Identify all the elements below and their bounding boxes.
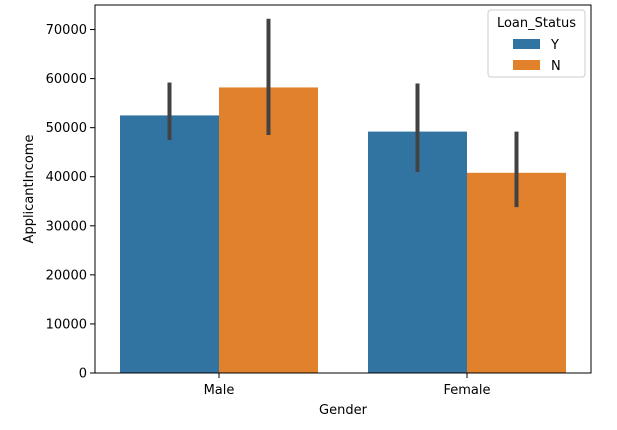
bar-male-y	[120, 115, 219, 374]
y-tick-label: 30000	[46, 219, 87, 234]
y-axis-label: ApplicantIncome	[22, 135, 37, 244]
y-tick-label: 0	[79, 367, 87, 382]
legend-swatch-y	[513, 39, 540, 49]
y-tick-label: 50000	[46, 121, 87, 136]
y-axis-ticks: 0 10000 20000 30000 40000 50000 60000 70000	[46, 23, 95, 382]
y-tick-label: 60000	[46, 72, 87, 87]
plot-area	[120, 18, 566, 374]
plot-frame	[94, 4, 592, 374]
legend-items: YN	[513, 38, 561, 74]
y-tick-label: 70000	[46, 23, 87, 38]
y-tick-label: 20000	[46, 268, 87, 283]
x-axis-ticks: Male Female	[204, 373, 491, 398]
x-tick-label: Male	[204, 383, 235, 398]
y-tick-label: 40000	[46, 170, 87, 185]
x-tick-label: Female	[443, 383, 490, 398]
legend-label-n: N	[551, 59, 561, 74]
legend-title: Loan_Status	[497, 16, 576, 31]
legend: Loan_Status YN	[487, 9, 586, 78]
legend-swatch-n	[513, 60, 540, 70]
x-axis-label: Gender	[319, 403, 368, 418]
legend-label-y: Y	[550, 38, 559, 53]
y-tick-label: 10000	[46, 317, 87, 332]
